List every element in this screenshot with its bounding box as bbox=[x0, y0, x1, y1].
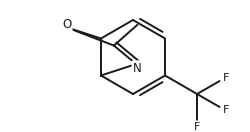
Text: N: N bbox=[133, 62, 141, 75]
Text: O: O bbox=[62, 18, 72, 31]
Text: F: F bbox=[222, 73, 229, 82]
Text: F: F bbox=[194, 122, 200, 132]
Text: F: F bbox=[222, 105, 229, 116]
